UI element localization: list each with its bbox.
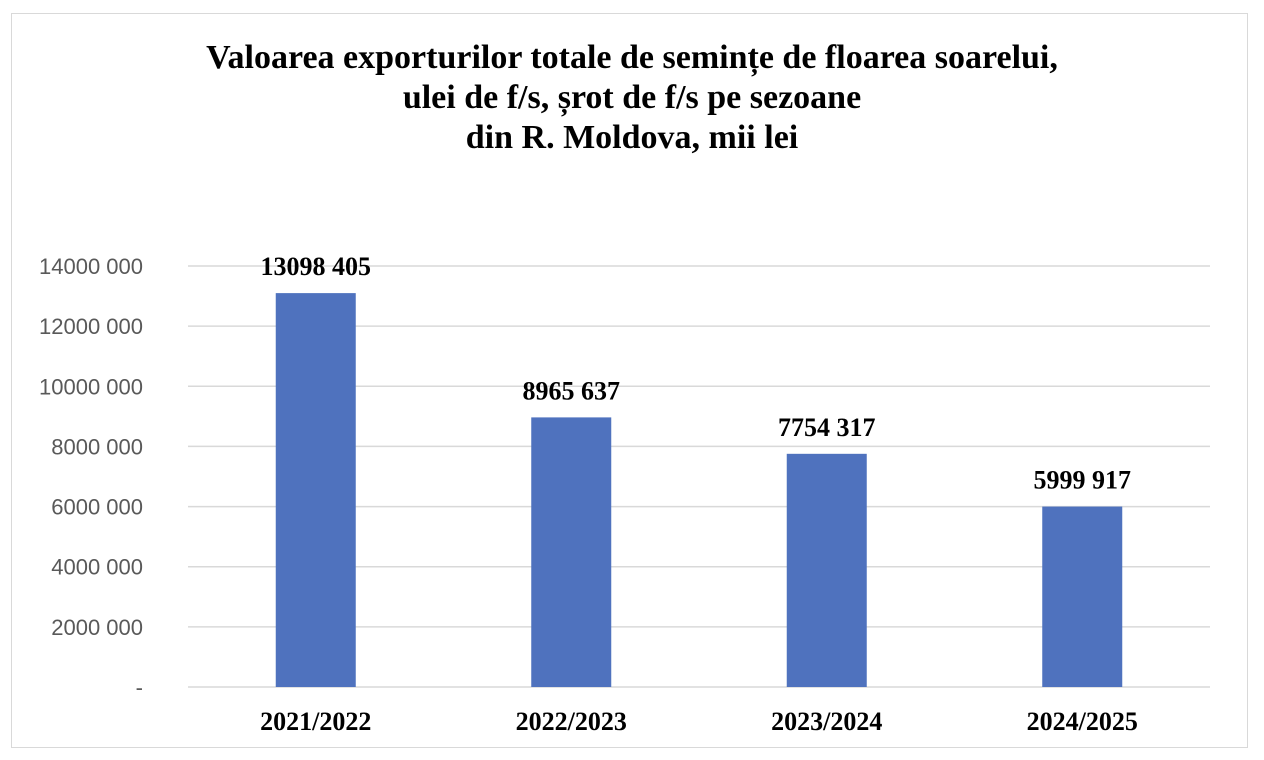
bars	[275, 293, 1123, 687]
y-tick-label: 6000 000	[51, 495, 143, 520]
bar	[1042, 506, 1123, 687]
y-tick-label: 4000 000	[51, 555, 143, 580]
x-axis-tick-labels: 2021/2022 2022/2023 2023/2024 2024/2025	[260, 707, 1138, 736]
x-tick-label: 2023/2024	[771, 707, 882, 736]
data-label: 8965 637	[523, 376, 621, 405]
y-tick-label: 8000 000	[51, 434, 143, 459]
gridlines	[188, 265, 1210, 688]
data-labels: 13098 405 8965 637 7754 317 5999 917	[261, 252, 1132, 494]
data-label: 13098 405	[261, 252, 372, 281]
chart-title-line-1: Valoarea exporturilor totale de semințe …	[206, 39, 1058, 76]
data-label: 7754 317	[778, 413, 876, 442]
chart-title-line-3: din R. Moldova, mii lei	[465, 119, 799, 156]
y-tick-label: 14000 000	[39, 254, 143, 279]
y-tick-label: -	[136, 675, 143, 700]
y-tick-label: 12000 000	[39, 314, 143, 339]
y-tick-label: 10000 000	[39, 374, 143, 399]
chart-title-line-2: ulei de f/s, șrot de f/s pe sezoane	[402, 79, 862, 116]
bar	[275, 293, 356, 687]
bar	[786, 453, 867, 687]
chart-frame	[11, 13, 1248, 748]
y-axis-tick-labels: - 2000 000 4000 000 6000 000 8000 000 10000 0…	[39, 254, 143, 700]
x-tick-label: 2022/2023	[516, 707, 627, 736]
bar	[531, 417, 612, 687]
x-tick-label: 2024/2025	[1027, 707, 1138, 736]
y-tick-label: 2000 000	[51, 615, 143, 640]
x-tick-label: 2021/2022	[260, 707, 371, 736]
chart-title: Valoarea exporturilor totale de semințe …	[0, 38, 1264, 158]
data-label: 5999 917	[1034, 466, 1132, 495]
